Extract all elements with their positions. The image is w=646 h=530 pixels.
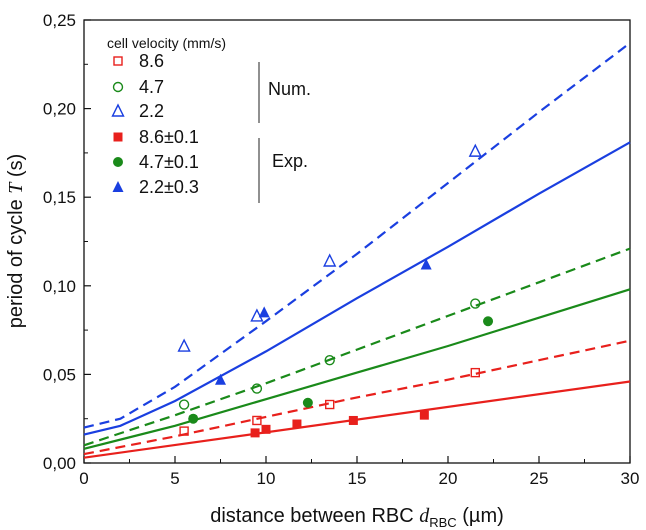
legend-marker (114, 57, 122, 65)
fit-line-num (84, 341, 630, 454)
y-tick-label: 0,00 (43, 454, 76, 473)
legend-label: 2.2±0.3 (139, 177, 199, 197)
y-axis-label: period of cycle T (s) (5, 154, 27, 329)
fit-line-num (84, 249, 630, 446)
data-point (324, 255, 335, 266)
y-tick-label: 0,25 (43, 11, 76, 30)
y-tick-label: 0,10 (43, 277, 76, 296)
x-tick-label: 25 (530, 469, 549, 488)
legend-marker (114, 133, 123, 142)
data-point (262, 425, 271, 434)
fit-line-num (84, 43, 630, 428)
legend-marker (114, 83, 123, 92)
data-point (420, 411, 429, 420)
legend-label: 8.6±0.1 (139, 127, 199, 147)
x-tick-label: 5 (170, 469, 179, 488)
data-point (349, 416, 358, 425)
data-points (179, 145, 493, 437)
x-tick-label: 30 (621, 469, 640, 488)
y-tick-label: 0,20 (43, 100, 76, 119)
legend-items: 8.6 4.7 2.2 8.6±0.1 4.7±0.1 2.2±0.3 (113, 51, 199, 197)
data-point (188, 414, 198, 424)
data-point (292, 420, 301, 429)
data-point (259, 306, 270, 317)
data-point (180, 400, 189, 409)
legend-title: cell velocity (mm/s) (107, 35, 226, 51)
y-tick-label: 0,15 (43, 188, 76, 207)
legend-marker (113, 105, 124, 116)
legend-label: 4.7±0.1 (139, 152, 199, 172)
data-point (483, 316, 493, 326)
x-tick-label: 10 (257, 469, 276, 488)
legend: cell velocity (mm/s) 8.6 4.7 2.2 8.6±0.1 4.7… (107, 35, 311, 203)
legend-label: 2.2 (139, 101, 164, 121)
x-tick-label: 0 (79, 469, 88, 488)
legend-marker (113, 157, 123, 167)
x-tick-label: 20 (439, 469, 458, 488)
legend-exp-label: Exp. (272, 151, 308, 171)
fit-lines (84, 43, 630, 458)
x-tick-label: 15 (348, 469, 367, 488)
legend-label: 4.7 (139, 77, 164, 97)
axis-ticks: 0 5 10 15 20 25 30 0,00 0,05 0,10 0,15 0,20 0,25 (43, 11, 640, 488)
data-point (303, 398, 313, 408)
data-point (470, 145, 481, 156)
x-axis-label: distance between RBC dRBC (µm) (210, 505, 504, 530)
legend-num-label: Num. (268, 79, 311, 99)
legend-label: 8.6 (139, 51, 164, 71)
legend-marker (113, 181, 124, 192)
data-point (251, 428, 260, 437)
data-point (179, 340, 190, 351)
y-tick-label: 0,05 (43, 365, 76, 384)
